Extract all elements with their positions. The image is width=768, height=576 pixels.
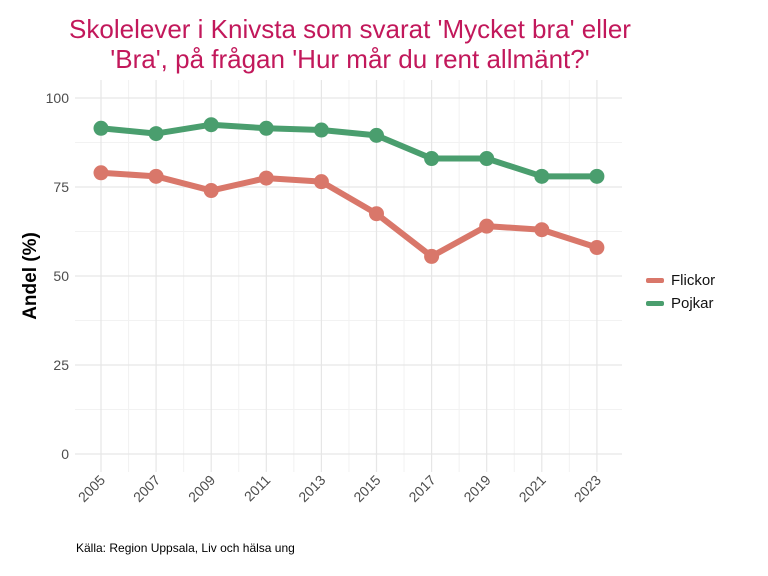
data-point-flickor [369, 206, 384, 222]
x-tick-label: 2005 [75, 472, 108, 505]
x-tick-label: 2011 [241, 472, 274, 505]
x-tick-label: 2013 [295, 472, 328, 505]
chart-title: Skolelever i Knivsta som svarat 'Mycket … [0, 14, 700, 74]
data-point-pojkar [93, 120, 109, 136]
grid-lines [75, 80, 622, 472]
legend-item-flickor: Flickor [646, 269, 715, 292]
legend-key-flickor [646, 278, 664, 283]
y-tick-label: 100 [46, 90, 70, 106]
x-tick-label: 2009 [185, 472, 218, 505]
legend-label-pojkar: Pojkar [671, 295, 714, 312]
data-point-flickor [479, 218, 495, 234]
legend-key-pojkar [646, 301, 664, 306]
y-tick-label: 75 [53, 179, 69, 195]
data-point-pojkar [424, 151, 440, 167]
y-tick-label: 50 [53, 268, 69, 284]
data-point-flickor [589, 240, 605, 256]
series-line-flickor [98, 169, 600, 260]
legend-item-pojkar: Pojkar [646, 292, 715, 315]
y-tick-label: 25 [53, 357, 69, 373]
x-axis-ticks: 2005 2007 2009 2011 2013 2015 2017 2019 2021 2023 [75, 472, 604, 505]
y-axis-ticks: 0 25 50 75 100 [46, 90, 70, 462]
series-line-pojkar [98, 121, 600, 180]
data-point-flickor [313, 174, 329, 190]
chart-title-line-2: 'Bra', på frågan 'Hur mår du rent allmän… [110, 44, 590, 74]
data-point-pojkar [369, 127, 384, 143]
series-lines [93, 117, 605, 264]
x-tick-label: 2021 [516, 472, 549, 505]
y-tick-label: 0 [61, 446, 69, 462]
source-caption: Källa: Region Uppsala, Liv och hälsa ung [76, 541, 295, 555]
x-tick-label: 2017 [405, 472, 438, 505]
data-point-flickor [148, 168, 164, 184]
data-point-pojkar [203, 117, 219, 133]
data-point-pojkar [258, 120, 274, 136]
x-tick-label: 2023 [571, 472, 604, 505]
legend: Flickor Pojkar [646, 269, 715, 315]
chart-title-line-1: Skolelever i Knivsta som svarat 'Mycket … [69, 14, 631, 44]
data-point-pojkar [534, 168, 550, 184]
x-tick-label: 2015 [350, 472, 383, 505]
legend-label-flickor: Flickor [671, 272, 716, 289]
data-point-pojkar [589, 168, 605, 184]
data-point-flickor [258, 170, 274, 186]
data-point-flickor [93, 165, 109, 181]
y-axis-label: Andel (%) [20, 232, 41, 320]
data-point-pojkar [313, 122, 329, 138]
data-point-flickor [424, 248, 440, 264]
data-point-pojkar [148, 126, 164, 142]
data-point-flickor [534, 222, 550, 238]
data-point-pojkar [479, 151, 495, 167]
data-point-flickor [203, 183, 219, 199]
x-tick-label: 2019 [460, 472, 493, 505]
x-tick-label: 2007 [130, 472, 163, 505]
